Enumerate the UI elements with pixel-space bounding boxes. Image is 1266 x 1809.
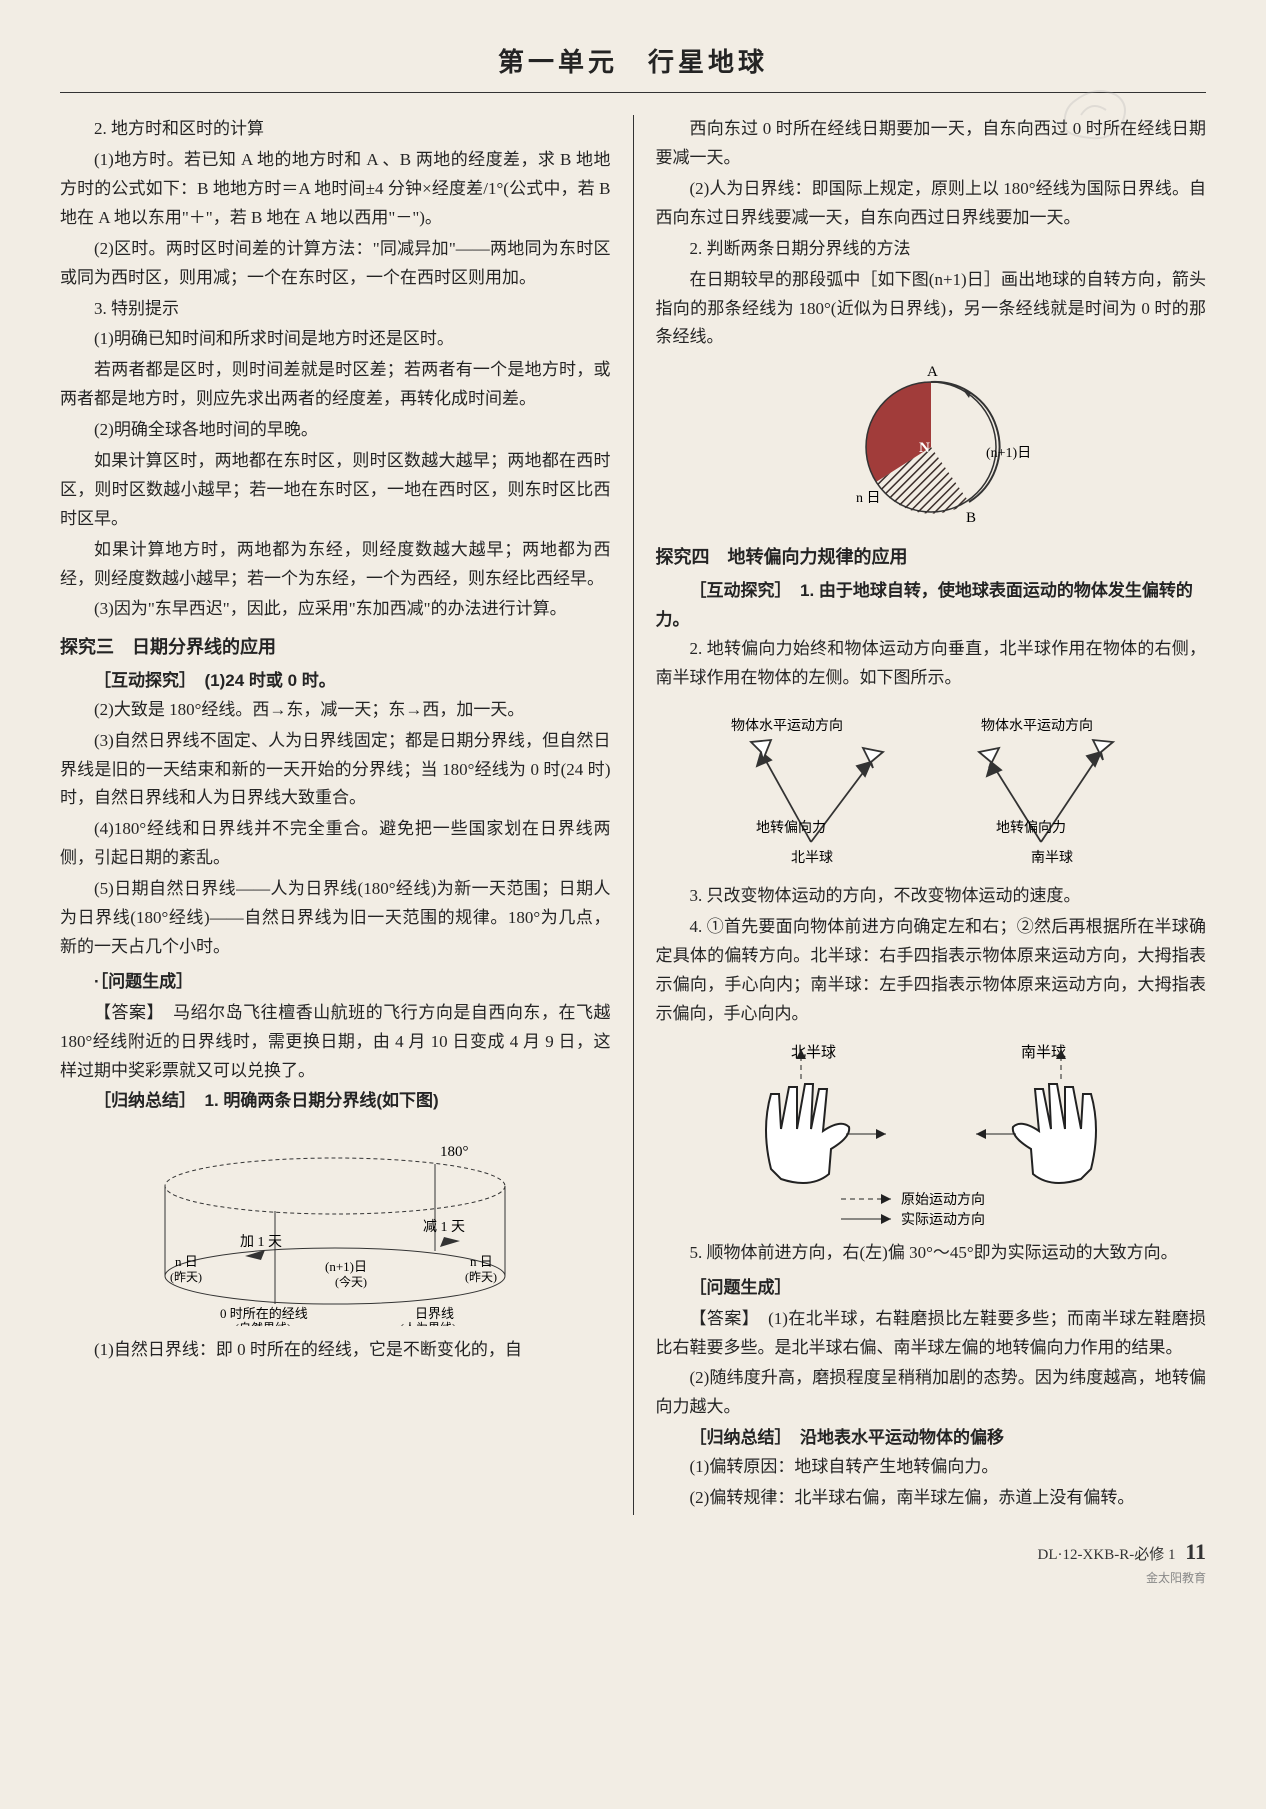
para: 2. 判断两条日期分界线的方法 xyxy=(656,235,1207,264)
para: (3)自然日界线不固定、人为日界线固定；都是日期分界线，但自然日界线是旧的一天结… xyxy=(60,727,611,814)
svg-text:原始运动方向: 原始运动方向 xyxy=(901,1192,985,1208)
svg-text:(n+1)日: (n+1)日 xyxy=(325,1259,367,1274)
para: (1)自然日界线：即 0 时所在的经线，它是不断变化的，自 xyxy=(60,1336,611,1365)
title-rule xyxy=(60,92,1206,93)
svg-text:北半球: 北半球 xyxy=(791,850,833,866)
svg-text:(昨天): (昨天) xyxy=(170,1270,202,1284)
para: (1)明确已知时间和所求时间是地方时还是区时。 xyxy=(60,325,611,354)
publisher: 金太阳教育 xyxy=(60,1568,1206,1588)
para: 2. 地方时和区时的计算 xyxy=(60,115,611,144)
para: (2)大致是 180°经线。西→东，减一天；东→西，加一天。 xyxy=(60,696,611,725)
svg-text:地转偏向力: 地转偏向力 xyxy=(756,820,826,836)
label: A xyxy=(927,364,938,380)
para: ［互动探究］ (1)24 时或 0 时。 xyxy=(60,667,611,696)
para: (3)因为"东早西迟"，因此，应采用"东加西减"的办法进行计算。 xyxy=(60,595,611,624)
para: 如果计算区时，两地都在东时区，则时区数越大越早；两地都在西时区，则时区数越小越早… xyxy=(60,447,611,534)
para: 3. 特别提示 xyxy=(60,295,611,324)
label: N xyxy=(919,440,930,456)
section-heading: 探究四 地转偏向力规律的应用 xyxy=(656,542,1207,573)
label: 减 1 天 xyxy=(423,1219,465,1235)
svg-text:地转偏向力: 地转偏向力 xyxy=(996,820,1066,836)
para: ［互动探究］ 1. 由于地球自转，使地球表面运动的物体发生偏转的力。 xyxy=(656,577,1207,635)
figure-hands: 北半球 南半球 xyxy=(656,1039,1207,1229)
figure-date-line-cylinder: 180° 加 1 天 减 1 天 n 日 (昨天) (n+1)日 (今天) n … xyxy=(60,1126,611,1326)
para: ［归纳总结］ 沿地表水平运动物体的偏移 xyxy=(656,1424,1207,1453)
para: 2. 地转偏向力始终和物体运动方向垂直，北半球作用在物体的右侧，南半球作用在物体… xyxy=(656,635,1207,693)
para: (2)明确全球各地时间的早晚。 xyxy=(60,416,611,445)
svg-text:物体水平运动方向: 物体水平运动方向 xyxy=(731,718,843,734)
para: 【答案】 马绍尔岛飞往檀香山航班的飞行方向是自西向东，在飞越 180°经线附近的… xyxy=(60,999,611,1086)
para: (1)偏转原因：地球自转产生地转偏向力。 xyxy=(656,1453,1207,1482)
svg-text:n 日: n 日 xyxy=(175,1254,198,1269)
subheading: ·［问题生成］ xyxy=(60,968,611,997)
label: (n+1)日 xyxy=(986,446,1031,461)
para: (4)180°经线和日界线并不完全重合。避免把一些国家划在日界线两侧，引起日期的… xyxy=(60,815,611,873)
svg-text:南半球: 南半球 xyxy=(1031,850,1073,866)
para: (2)区时。两时区时间差的计算方法："同减异加"——两地同为东时区或同为西时区，… xyxy=(60,235,611,293)
label: 180° xyxy=(440,1144,469,1160)
page: 第一单元 行星地球 2. 地方时和区时的计算 (1)地方时。若已知 A 地的地方… xyxy=(60,40,1206,1589)
svg-text:(人为界线): (人为界线) xyxy=(400,1321,456,1326)
svg-text:0 时所在的经线: 0 时所在的经线 xyxy=(220,1306,308,1321)
svg-text:日界线: 日界线 xyxy=(415,1306,454,1321)
para: (2)偏转规律：北半球右偏，南半球左偏，赤道上没有偏转。 xyxy=(656,1484,1207,1513)
section-heading: 探究三 日期分界线的应用 xyxy=(60,632,611,663)
svg-text:(今天): (今天) xyxy=(335,1274,367,1289)
para: (2)随纬度升高，磨损程度呈稍稍加剧的态势。因为纬度越高，地转偏向力越大。 xyxy=(656,1364,1207,1422)
para: 在日期较早的那段弧中［如下图(n+1)日］画出地球的自转方向，箭头指向的那条经线… xyxy=(656,266,1207,353)
figure-coriolis-arrows: 物体水平运动方向 地转偏向力 北半球 物体水平运动方向 地转偏向力 南半球 xyxy=(656,702,1207,872)
para: 若两者都是区时，则时间差就是时区差；若两者有一个是地方时，或两者都是地方时，则应… xyxy=(60,356,611,414)
svg-text:(昨天): (昨天) xyxy=(465,1270,497,1284)
page-number: 11 xyxy=(1185,1539,1206,1564)
para: 【答案】 (1)在北半球，右鞋磨损比左鞋要多些；而南半球左鞋磨损比右鞋要多些。是… xyxy=(656,1305,1207,1363)
para: (1)地方时。若已知 A 地的地方时和 A 、B 两地的经度差，求 B 地地方时… xyxy=(60,146,611,233)
svg-text:物体水平运动方向: 物体水平运动方向 xyxy=(981,718,1093,734)
label: n 日 xyxy=(856,491,881,506)
para: (5)日期自然日界线——人为日界线(180°经线)为新一天范围；日期人为日界线(… xyxy=(60,875,611,962)
corner-watermark xyxy=(1056,80,1136,150)
para: 如果计算地方时，两地都为东经，则经度数越大越早；两地都为西经，则经度数越小越早；… xyxy=(60,536,611,594)
subheading: ［问题生成］ xyxy=(656,1274,1207,1303)
para: 3. 只改变物体运动的方向，不改变物体运动的速度。 xyxy=(656,882,1207,911)
para: (2)人为日界线：即国际上规定，原则上以 180°经线为国际日界线。自西向东过日… xyxy=(656,175,1207,233)
page-footer: DL·12-XKB-R-必修 1 11 金太阳教育 xyxy=(60,1533,1206,1589)
figure-globe-date-sectors: A B N n 日 (n+1)日 xyxy=(656,362,1207,532)
label: B xyxy=(966,510,976,526)
para: ［归纳总结］ 1. 明确两条日期分界线(如下图) xyxy=(60,1087,611,1116)
svg-text:n 日: n 日 xyxy=(470,1254,493,1269)
left-column: 2. 地方时和区时的计算 (1)地方时。若已知 A 地的地方时和 A 、B 两地… xyxy=(60,115,611,1515)
svg-text:(自然界线): (自然界线) xyxy=(235,1320,291,1326)
right-column: 西向东过 0 时所在经线日期要加一天，自东向西过 0 时所在经线日期要减一天。 … xyxy=(656,115,1207,1515)
footer-code: DL·12-XKB-R-必修 1 xyxy=(1038,1547,1176,1563)
para: 4. ①首先要面向物体前进方向确定左和右；②然后再根据所在半球确定具体的偏转方向… xyxy=(656,913,1207,1029)
two-column-layout: 2. 地方时和区时的计算 (1)地方时。若已知 A 地的地方时和 A 、B 两地… xyxy=(60,115,1206,1515)
label: 加 1 天 xyxy=(240,1234,282,1250)
para: 5. 顺物体前进方向，右(左)偏 30°～45°即为实际运动的大致方向。 xyxy=(656,1239,1207,1268)
page-title: 第一单元 行星地球 xyxy=(60,40,1206,84)
column-divider xyxy=(633,115,634,1515)
svg-text:实际运动方向: 实际运动方向 xyxy=(901,1212,985,1228)
